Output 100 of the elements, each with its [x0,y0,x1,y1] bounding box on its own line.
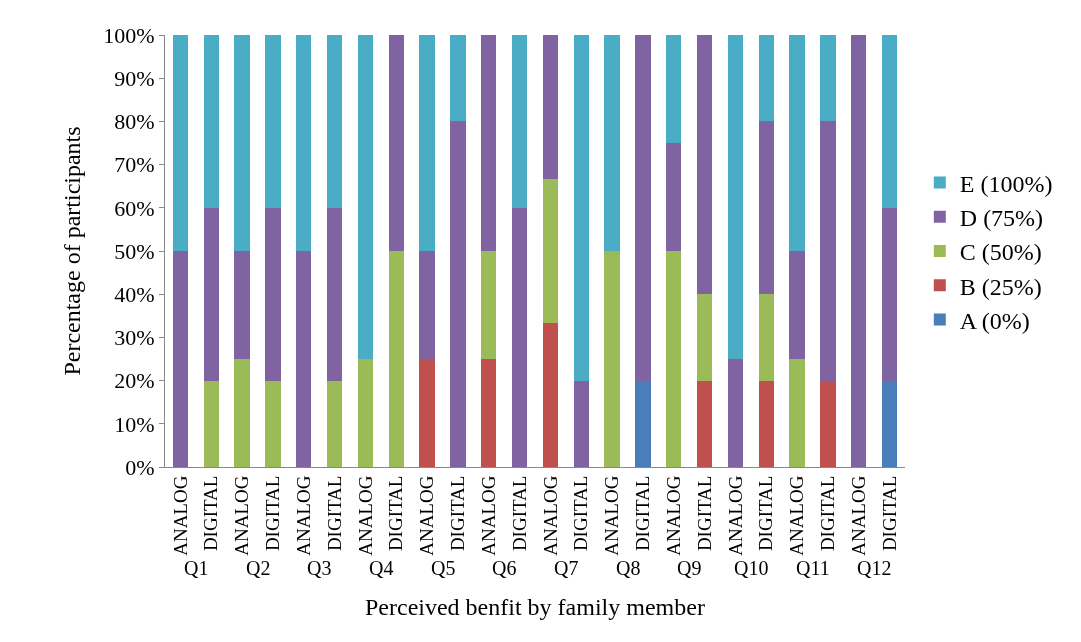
bar [419,35,435,251]
bar [388,251,404,467]
x-tick-label: ANALOG [477,475,499,556]
bar [203,380,219,467]
bar [696,294,713,381]
bar [573,35,589,381]
bar [604,35,620,251]
bar [758,35,774,122]
y-tick-label: 20% [114,368,155,394]
legend-label: A (0%) [959,307,1030,334]
x-tick-label: DIGITAL [632,475,654,552]
y-tick-label: 60% [114,195,155,221]
bar [881,207,898,381]
bar [296,35,312,251]
bar [789,35,805,251]
x-tick-label: DIGITAL [508,475,530,552]
text: Q4 [369,557,394,579]
text: Q7 [554,557,579,579]
bar [851,35,867,467]
bar [419,251,435,359]
legend-label: B (25%) [959,273,1042,300]
text: Q6 [492,557,517,579]
bar [357,359,374,467]
bar [481,251,497,359]
legend-label: E (100%) [959,170,1053,197]
y-tick-label: 100% [103,22,155,48]
legend-label: C (50%) [959,239,1042,266]
x-tick-label: DIGITAL [570,475,592,552]
bar [666,251,682,467]
text: Q1 [184,557,209,579]
bar [326,380,343,467]
bar [666,35,682,143]
x-tick-label: ANALOG [539,475,561,556]
x-tick-label: ANALOG [786,475,808,556]
x-tick-label: DIGITAL [200,475,222,552]
text: Q2 [246,557,271,579]
y-tick-label: 40% [114,281,155,307]
bar [388,35,404,251]
bar [727,35,744,359]
x-tick-label: ANALOG [354,475,376,556]
x-tick-label: ANALOG [416,475,438,556]
x-tick-label: ANALOG [662,475,684,556]
bar [450,121,466,467]
bar [573,380,589,467]
bar [234,35,250,251]
x-tick-label: ANALOG [847,475,869,556]
bar [203,207,219,381]
bar [172,35,189,251]
bar [511,35,528,208]
bar [696,380,713,467]
y-tick-label: 70% [114,152,155,178]
bar [758,380,774,467]
y-axis-title: Percentage of participants [59,126,86,376]
x-tick-label: DIGITAL [755,475,777,552]
x-tick-label: DIGITAL [323,475,345,552]
x-tick-label: ANALOG [292,475,314,556]
x-axis-title: Perceived benfit by family member [365,594,705,620]
bar [604,251,620,467]
bar [450,35,466,122]
bar [326,35,343,208]
bar [542,179,559,324]
bar [326,207,343,381]
bar [172,251,189,467]
x-tick-label: DIGITAL [385,475,407,552]
bar [789,251,805,359]
bar [481,35,497,251]
bar [666,143,682,251]
x-tick-label: ANALOG [601,475,623,556]
bar [696,35,713,295]
y-tick-label: 90% [114,65,155,91]
bar [758,294,774,381]
x-tick-label: DIGITAL [447,475,469,552]
bar [542,323,559,467]
text: Q10 [734,557,769,579]
bar [265,207,281,381]
bar [820,380,836,467]
text: Q3 [307,557,332,579]
text: Q5 [431,557,456,579]
bar [542,35,559,180]
bar [234,359,250,467]
bar [511,207,528,467]
bar [881,380,898,467]
bar [265,35,281,208]
text: Q9 [677,557,702,579]
legend-label: D (75%) [959,205,1044,232]
y-tick-label: 80% [114,109,155,135]
bar [820,121,836,381]
x-tick-label: DIGITAL [693,475,715,552]
x-tick-label: ANALOG [231,475,253,556]
bar [357,35,374,359]
bar [820,35,836,122]
bar [203,35,219,208]
y-tick-label: 30% [114,325,155,351]
bar [635,35,651,381]
x-tick-label: DIGITAL [878,475,900,552]
bar [296,251,312,467]
y-tick-label: 10% [114,411,155,437]
y-tick-label: 50% [114,238,155,264]
x-tick-label: ANALOG [169,475,191,556]
text: Q8 [616,557,641,579]
